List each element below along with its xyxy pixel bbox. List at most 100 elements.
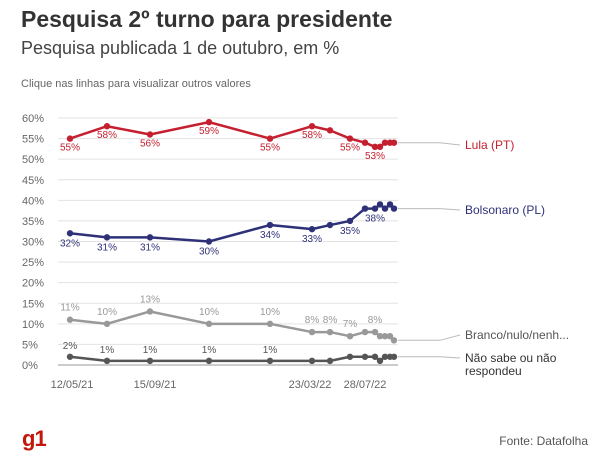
data-point[interactable] [381,139,389,146]
data-point[interactable] [386,201,394,208]
data-point[interactable] [361,139,369,146]
data-label: 11% [60,303,79,314]
data-label: 8% [368,315,383,326]
data-point[interactable] [66,353,74,360]
data-point[interactable] [326,328,334,336]
data-point[interactable] [376,332,384,340]
data-point[interactable] [371,328,379,336]
data-point[interactable] [371,143,379,151]
data-point[interactable] [371,205,379,212]
data-label: 31% [97,242,117,253]
data-point[interactable] [381,332,389,340]
data-point[interactable] [266,135,274,142]
data-point[interactable] [381,205,389,212]
data-point[interactable] [103,234,111,241]
data-label: 1% [263,345,278,356]
y-tick-label: 55% [22,134,44,146]
data-point[interactable] [326,357,334,365]
series-label: respondeu [465,364,522,378]
data-label: 33% [302,234,322,245]
series-connector [398,356,461,359]
data-point[interactable] [346,217,354,225]
data-label: 56% [140,138,160,149]
source-note: Fonte: Datafolha [499,434,588,448]
series-connector [398,142,461,146]
data-point[interactable] [390,205,398,212]
data-point[interactable] [66,230,74,237]
y-tick-label: 60% [22,113,44,125]
data-label: 35% [340,226,360,237]
data-point[interactable] [66,135,74,142]
data-point[interactable] [326,221,334,229]
chart-title: Pesquisa 2º turno para presidente [21,6,393,32]
data-label: 10% [97,307,117,318]
data-point[interactable] [381,353,389,360]
data-point[interactable] [346,135,354,142]
series-label: Não sabe ou não [465,351,557,365]
series-label: Branco/nulo/nenh... [465,328,569,342]
series-label: Lula (PT) [465,138,514,152]
y-tick-label: 0% [22,360,38,372]
data-point[interactable] [103,123,111,130]
data-point[interactable] [376,143,384,151]
series-connector [398,334,461,341]
data-point[interactable] [376,357,384,365]
data-point[interactable] [146,234,154,241]
data-label: 55% [340,143,360,154]
y-tick-label: 10% [22,319,44,331]
data-point[interactable] [146,357,154,365]
data-label: 2% [63,341,78,352]
data-label: 55% [260,143,280,154]
chart-subtitle: Pesquisa publicada 1 de outubro, em % [21,38,340,58]
data-label: 1% [100,345,115,356]
y-tick-label: 50% [22,154,44,166]
data-label: 1% [202,345,217,356]
data-point[interactable] [205,357,213,365]
data-label: 58% [97,130,117,141]
data-point[interactable] [326,127,334,134]
series-connector [398,208,461,211]
x-tick-label: 28/07/22 [344,379,387,391]
data-point[interactable] [266,357,274,365]
data-point[interactable] [376,201,384,208]
data-point[interactable] [205,118,213,126]
y-tick-label: 30% [22,237,44,249]
data-point[interactable] [266,320,274,328]
data-point[interactable] [361,205,369,212]
data-point[interactable] [205,238,213,245]
data-label: 7% [343,319,358,330]
data-point[interactable] [390,337,398,344]
interaction-hint: Clique nas linhas para visualizar outros… [21,78,251,90]
data-point[interactable] [266,221,274,229]
data-point[interactable] [103,357,111,365]
data-label: 13% [140,294,160,305]
data-point[interactable] [308,357,316,365]
data-label: 59% [199,126,219,137]
data-point[interactable] [361,353,369,360]
data-point[interactable] [371,353,379,360]
data-point[interactable] [308,225,316,233]
data-point[interactable] [308,328,316,336]
data-point[interactable] [205,320,213,328]
data-point[interactable] [103,320,111,328]
data-point[interactable] [390,139,398,146]
data-point[interactable] [390,353,398,360]
data-point[interactable] [386,332,394,340]
data-label: 30% [199,247,219,258]
series-line-3[interactable] [69,355,394,363]
data-point[interactable] [66,316,74,323]
data-point[interactable] [346,332,354,340]
data-label: 32% [60,238,80,249]
y-tick-label: 15% [22,298,44,310]
data-point[interactable] [146,308,154,315]
data-point[interactable] [346,353,354,360]
data-label: 38% [365,214,385,225]
x-tick-label: 12/05/21 [51,379,94,391]
y-tick-label: 20% [22,278,44,290]
data-point[interactable] [308,123,316,130]
data-point[interactable] [361,328,369,336]
data-label: 55% [60,143,80,154]
data-label: 31% [140,242,160,253]
x-tick-label: 23/03/22 [289,379,332,391]
data-point[interactable] [146,131,154,138]
